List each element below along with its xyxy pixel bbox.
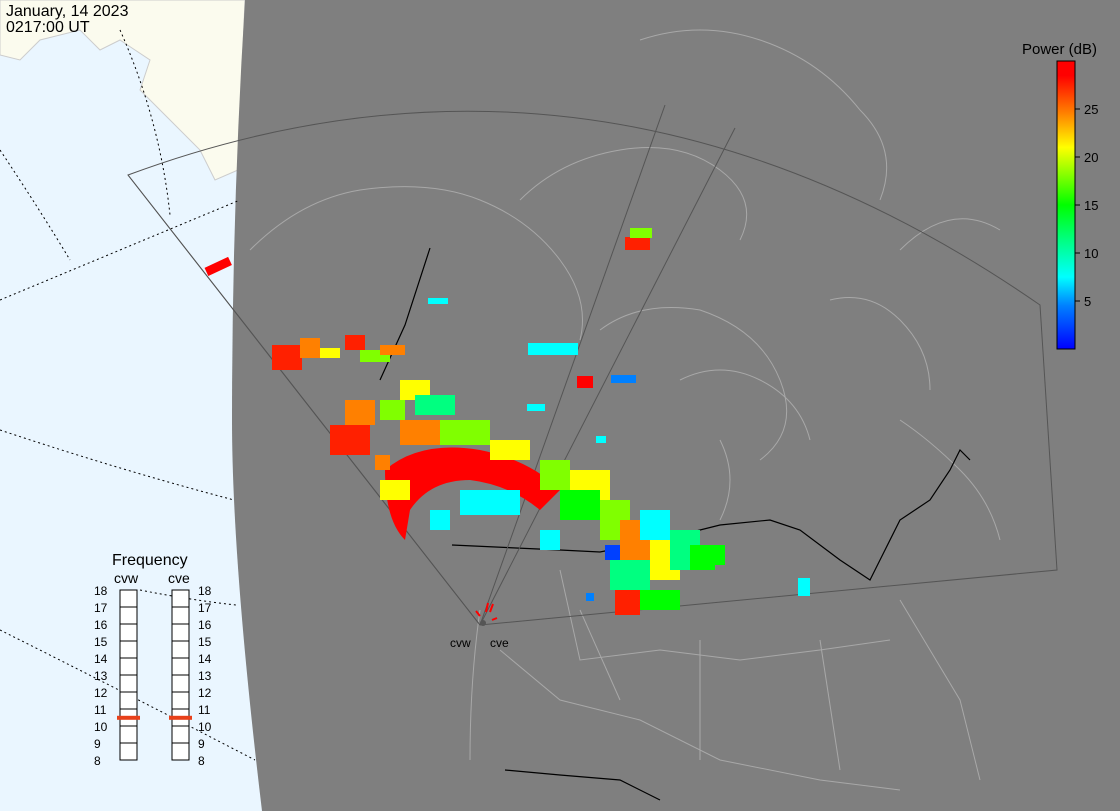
frequency-scale-label: 10: [198, 720, 212, 734]
radar-site-markers: cvw cve: [450, 602, 509, 650]
frequency-scale-label: 13: [198, 669, 212, 683]
frequency-scale-label: 9: [198, 737, 205, 751]
time-label: 0217:00 UT: [6, 19, 90, 36]
colorbar-tick-label: 10: [1084, 246, 1098, 261]
coastlines: [249, 29, 1001, 791]
frequency-scale-label: 15: [198, 635, 212, 649]
colorbar-tick-label: 20: [1084, 150, 1098, 165]
date-label: January, 14 2023: [6, 3, 129, 20]
frequency-scale-label: 17: [198, 601, 212, 615]
frequency-scale-label: 14: [198, 652, 212, 666]
night-shading: [232, 0, 1120, 811]
frequency-marker: [117, 715, 140, 720]
frequency-scale-label: 9: [94, 737, 101, 751]
colorbar-tick-label: 25: [1084, 102, 1098, 117]
radar-label-cvw: cvw: [450, 636, 471, 650]
frequency-scale-label: 12: [198, 686, 212, 700]
frequency-scale-label: 12: [94, 686, 108, 700]
frequency-scale-label: 16: [94, 618, 108, 632]
frequency-scale-label: 18: [94, 584, 108, 598]
alaska-landmass: [0, 0, 246, 181]
frequency-marker: [169, 715, 192, 720]
power-colorbar: Power (dB) 25 20 15 10 5: [1022, 41, 1098, 350]
frequency-panel: Frequency cvw cve 18 17 16 15 14 13 12 11 10 9 8 18…: [94, 552, 212, 768]
frequency-title: Frequency: [112, 552, 188, 569]
graticule: [0, 29, 256, 761]
colorbar-gradient: [1056, 60, 1076, 350]
freq-radar-label-cve: cve: [168, 570, 190, 586]
frequency-scale-label: 13: [94, 669, 108, 683]
frequency-scale-label: 18: [198, 584, 212, 598]
frequency-scale-label: 14: [94, 652, 108, 666]
frequency-scale-label: 15: [94, 635, 108, 649]
frequency-scale-label: 8: [94, 754, 101, 768]
radar-echoes: [204, 228, 810, 615]
freq-radar-label-cvw: cvw: [114, 570, 139, 586]
frequency-scale-label: 17: [94, 601, 108, 615]
colorbar-tick-label: 5: [1084, 294, 1091, 309]
frequency-scale-label: 11: [198, 703, 211, 717]
frequency-scale-label: 11: [94, 703, 107, 717]
radar-label-cve: cve: [490, 636, 509, 650]
frequency-scale-label: 8: [198, 754, 205, 768]
field-of-view: [127, 104, 1058, 626]
colorbar-title: Power (dB): [1022, 41, 1097, 58]
frequency-scale-label: 10: [94, 720, 108, 734]
radar-site-dot: [480, 620, 486, 626]
frequency-scale-label: 16: [198, 618, 212, 632]
colorbar-tick-label: 15: [1084, 198, 1098, 213]
